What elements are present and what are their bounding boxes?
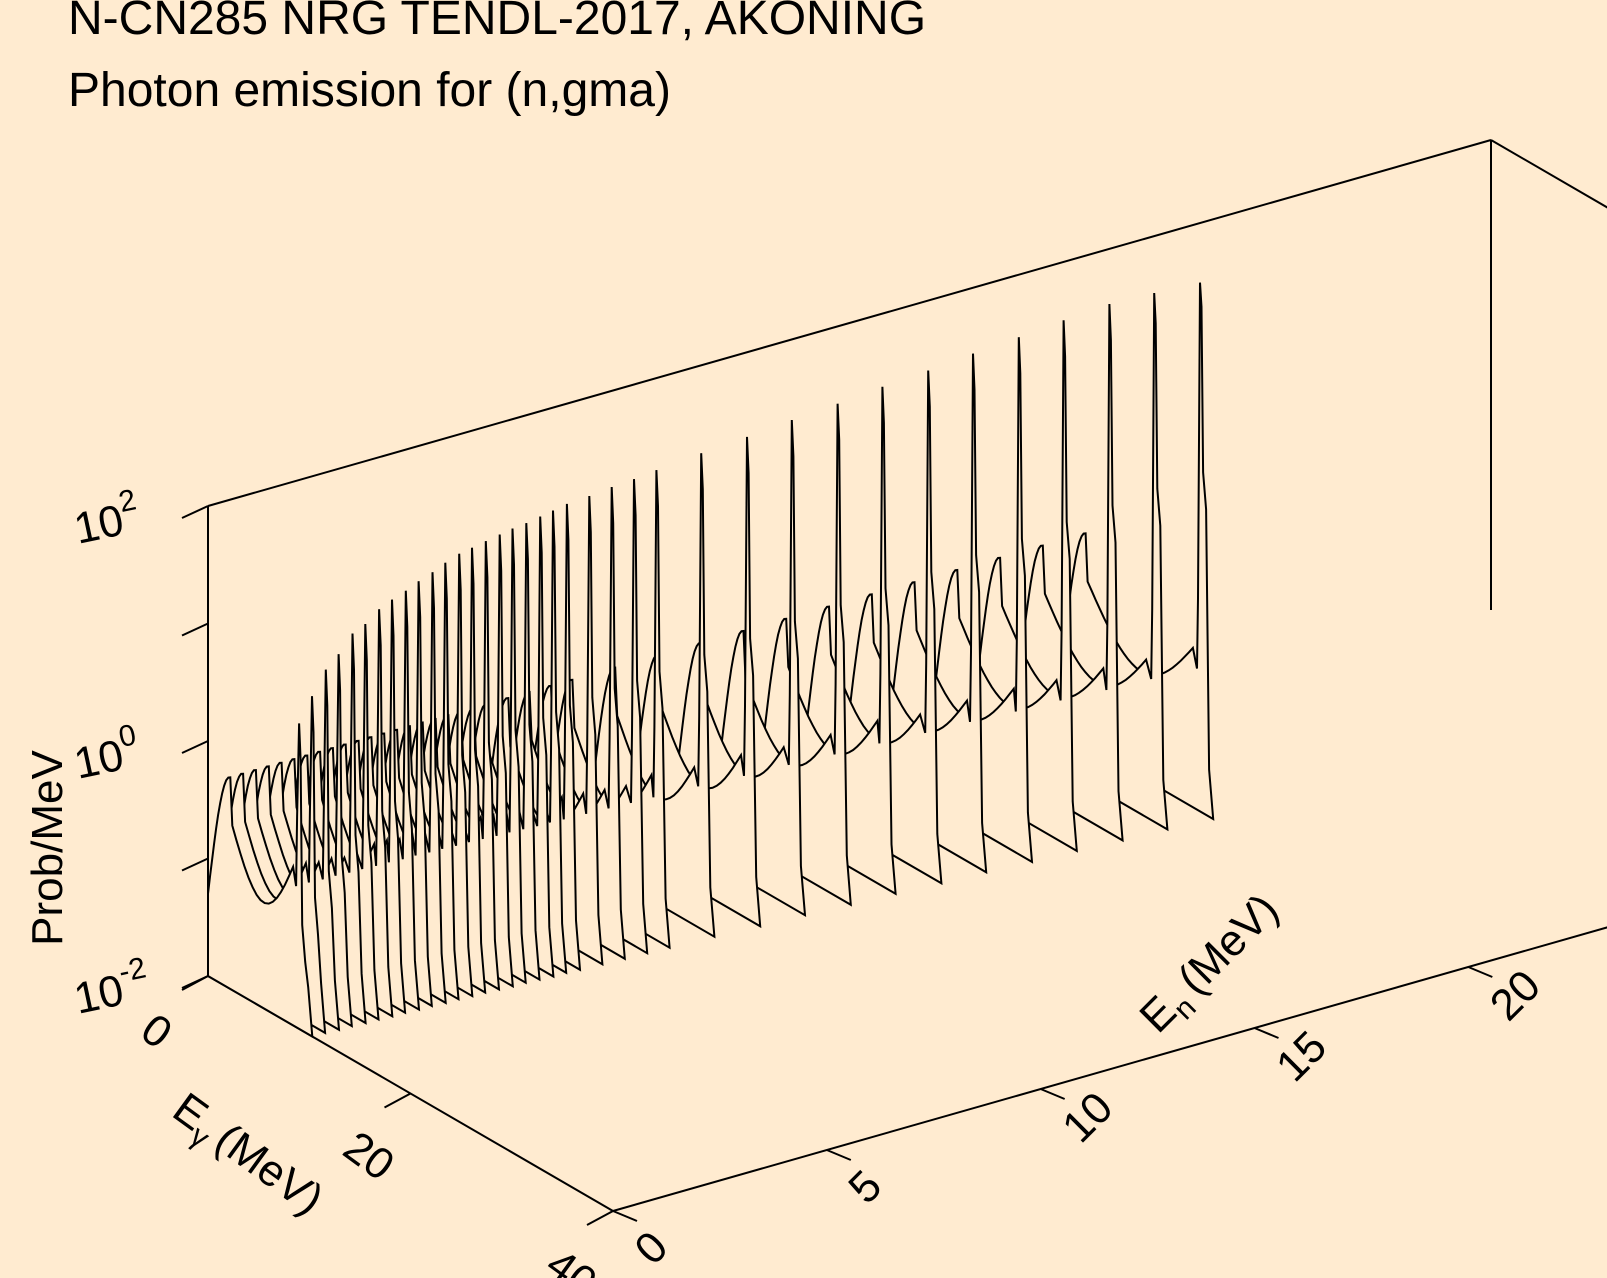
y-tick-mark xyxy=(1254,1027,1279,1039)
svg-text:Eγ(MeV): Eγ(MeV) xyxy=(160,1083,332,1229)
z-tick-base: 10 xyxy=(70,731,128,789)
svg-text:En(MeV): En(MeV) xyxy=(1130,885,1293,1048)
z-minor-tick xyxy=(181,857,209,872)
chart-subtitle: Photon emission for (n,gma) xyxy=(68,64,671,117)
y-tick-label: 20 xyxy=(1481,961,1550,1030)
z-tick-exp: 0 xyxy=(116,718,139,754)
y-tick-label: 5 xyxy=(839,1161,891,1213)
y-tick-mark xyxy=(612,1210,638,1222)
box-edge-front-y xyxy=(612,926,1607,1212)
z-minor-tick xyxy=(181,622,209,637)
z-axis-title: Prob/MeV xyxy=(23,750,72,946)
z-tick-base: 10 xyxy=(70,966,128,1024)
x-tick-label: 0 xyxy=(132,1004,181,1058)
y-axis-title-unit: (MeV) xyxy=(1169,885,1288,1004)
box-edge-top-back xyxy=(207,139,1492,507)
y-tick-mark xyxy=(826,1149,852,1161)
x-tick-mark xyxy=(384,1092,411,1109)
series-line xyxy=(207,723,314,1039)
x-axis-title-unit: (MeV) xyxy=(206,1114,332,1224)
x-tick-mark xyxy=(181,975,209,991)
y-tick-mark xyxy=(1040,1088,1066,1100)
z-tick-base: 10 xyxy=(70,496,128,554)
x-tick-label: 40 xyxy=(537,1239,605,1278)
x-axis-label: Eγ(MeV) xyxy=(160,1083,332,1229)
box-edge-top-right xyxy=(1490,139,1607,209)
y-axis-label: En(MeV) xyxy=(1130,885,1293,1048)
series-layer xyxy=(207,282,1215,1039)
z-tick-mark xyxy=(181,740,209,754)
y-tick-label: 0 xyxy=(625,1222,677,1274)
chart-title-block: N-CN285 NRG TENDL-2017, AKONING Photon e… xyxy=(68,0,926,117)
z-tick-label: 10-2 xyxy=(68,951,154,1023)
z-tick-exp: 2 xyxy=(116,483,139,519)
y-tick-label: 10 xyxy=(1053,1083,1122,1152)
x-tick-label: 20 xyxy=(335,1122,403,1190)
x-tick-mark xyxy=(586,1210,614,1226)
z-tick-exp: -2 xyxy=(116,951,149,989)
z-tick-label: 102 xyxy=(68,483,144,553)
chart-title: N-CN285 NRG TENDL-2017, AKONING xyxy=(68,0,926,45)
z-tick-label: 100 xyxy=(68,718,144,788)
z-axis-label: Prob/MeV xyxy=(23,750,72,946)
z-tick-mark xyxy=(181,505,209,519)
y-tick-label: 15 xyxy=(1267,1022,1336,1091)
y-tick-mark xyxy=(1467,966,1493,978)
